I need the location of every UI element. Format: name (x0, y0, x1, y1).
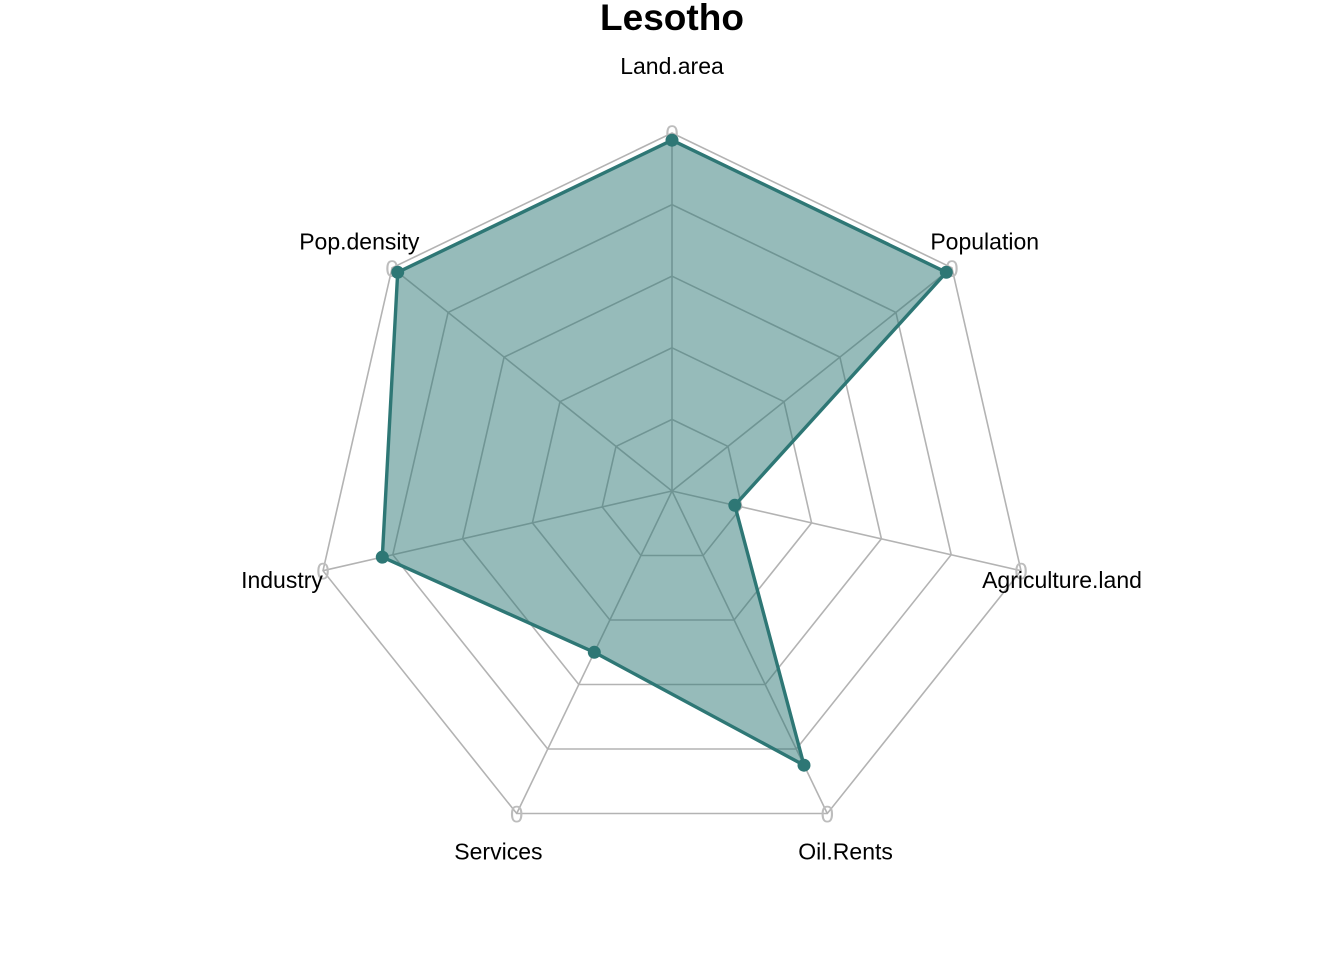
series-area (382, 140, 947, 766)
data-point-land-area (665, 133, 679, 147)
data-point-oil-rents (797, 758, 811, 772)
data-point-services (587, 645, 601, 659)
axis-label-land-area: Land.area (620, 53, 724, 79)
outer-tick-label: 0 (1014, 559, 1027, 586)
radar-series (375, 133, 953, 772)
data-point-pop-density (391, 265, 405, 279)
data-point-agriculture-land (728, 498, 742, 512)
axis-label-population: Population (930, 229, 1039, 255)
grid-ring-5 (322, 132, 1022, 815)
axis-labels: Land.area Population Agriculture.land Oil.R… (241, 53, 1142, 864)
series-line (380, 138, 948, 767)
axis-label-oil-rents: Oil.Rents (798, 838, 893, 864)
axis-label-services: Services (454, 838, 542, 864)
chart-title: Lesotho (600, 0, 744, 38)
axis-label-agriculture-land: Agriculture.land (982, 567, 1142, 593)
outer-tick-label: 0 (510, 802, 523, 829)
data-point-population (939, 265, 953, 279)
outer-tick-label: 0 (821, 802, 834, 829)
axis-label-pop-density: Pop.density (299, 229, 420, 255)
axis-label-industry: Industry (241, 567, 323, 593)
data-point-industry (375, 550, 389, 564)
outer-tick-label: 0 (316, 559, 329, 586)
